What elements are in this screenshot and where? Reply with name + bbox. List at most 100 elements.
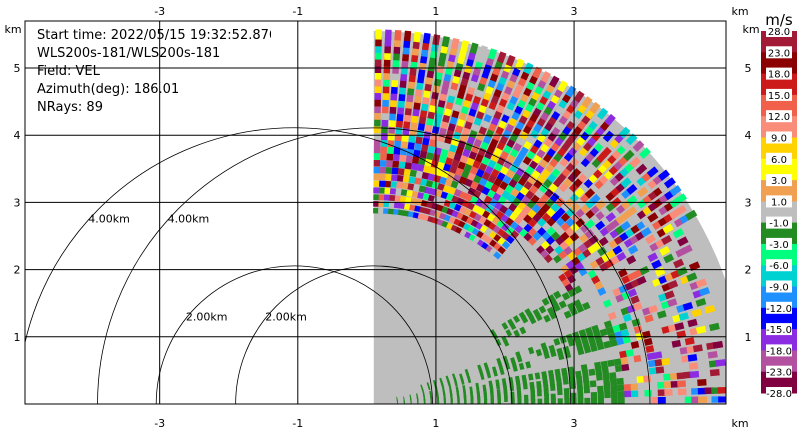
velocity-cell	[396, 174, 405, 182]
x-tick-label-bottom: -3	[154, 417, 165, 430]
velocity-cell	[583, 386, 591, 394]
velocity-cell	[374, 118, 381, 127]
grid-lines	[25, 21, 726, 404]
velocity-cell	[484, 165, 494, 175]
velocity-cell	[449, 165, 458, 174]
velocity-cell	[468, 150, 478, 160]
velocity-cell	[612, 324, 621, 333]
velocity-cell	[501, 322, 509, 330]
velocity-cell	[433, 174, 442, 183]
velocity-cell	[635, 163, 648, 175]
x-tick-label-bottom: 3	[571, 417, 578, 430]
velocity-cell	[610, 384, 618, 392]
velocity-cell	[640, 227, 652, 238]
velocity-cell	[473, 174, 482, 184]
velocity-cell	[389, 112, 397, 121]
velocity-cell	[553, 338, 561, 346]
velocity-cell	[669, 185, 682, 197]
velocity-cell	[445, 156, 454, 166]
velocity-cell	[573, 90, 585, 103]
velocity-cell	[576, 376, 583, 384]
velocity-cell	[379, 180, 386, 188]
velocity-cell	[425, 180, 434, 188]
velocity-cell	[422, 193, 431, 201]
velocity-cell	[396, 112, 404, 122]
velocity-cell	[497, 246, 506, 255]
velocity-cell	[436, 161, 445, 170]
velocity-cell	[464, 399, 467, 404]
velocity-cell	[663, 381, 673, 389]
velocity-cell	[573, 285, 583, 295]
velocity-cell	[483, 399, 488, 404]
velocity-cell	[414, 177, 422, 185]
velocity-cell	[597, 385, 604, 393]
velocity-cell	[676, 285, 688, 295]
velocity-cell	[527, 209, 537, 219]
velocity-cell	[479, 373, 485, 380]
velocity-cell	[574, 261, 585, 271]
velocity-cell	[563, 246, 573, 256]
velocity-cell	[478, 45, 488, 57]
velocity-cell	[562, 377, 569, 385]
velocity-cell	[469, 42, 479, 55]
colorbar-tick-label: -18.0	[766, 346, 792, 357]
velocity-cell	[390, 181, 398, 188]
velocity-cell	[549, 192, 560, 203]
velocity-cell	[673, 258, 685, 269]
velocity-cell	[374, 91, 382, 100]
velocity-cell	[620, 329, 630, 338]
velocity-cell	[584, 229, 595, 239]
velocity-cell	[383, 208, 390, 215]
velocity-cell	[422, 32, 431, 44]
velocity-cell	[600, 360, 608, 369]
velocity-cell	[520, 315, 529, 324]
velocity-cell	[698, 287, 711, 297]
velocity-cell	[564, 398, 570, 404]
velocity-cell	[553, 290, 562, 300]
velocity-cell	[380, 153, 387, 161]
velocity-cell	[493, 177, 503, 187]
velocity-cell	[394, 30, 402, 41]
velocity-cell	[391, 167, 399, 175]
velocity-cell	[620, 177, 632, 189]
velocity-cell	[605, 212, 616, 223]
colorbar-tick-label: -28.0	[766, 389, 792, 400]
velocity-cell	[561, 291, 571, 301]
x-tick-label-top: -3	[154, 5, 165, 18]
velocity-cell	[431, 181, 440, 190]
colorbar-unit: m/s	[765, 11, 793, 29]
velocity-cell	[605, 326, 615, 335]
velocity-cell	[575, 342, 584, 350]
velocity-cell	[597, 397, 605, 404]
velocity-cell	[611, 397, 618, 404]
velocity-cell	[519, 326, 527, 335]
velocity-cell	[645, 234, 657, 245]
velocity-cell	[490, 399, 495, 404]
y-tick-label-left: 4	[14, 129, 21, 142]
velocity-cell	[528, 373, 534, 381]
velocity-cell	[557, 352, 565, 361]
colorbar-label-bg	[766, 259, 792, 272]
y-tick-label-left: 5	[14, 62, 21, 75]
velocity-cell	[378, 187, 386, 194]
velocity-cell	[563, 310, 572, 319]
velocity-cell	[373, 146, 381, 154]
colorbar-label-bg	[766, 88, 792, 101]
velocity-cell	[394, 133, 402, 142]
velocity-cell	[435, 140, 444, 149]
velocity-cell	[373, 187, 380, 194]
velocity-cell	[544, 398, 550, 404]
colorbar-tick-label: -12.0	[766, 304, 792, 315]
velocity-cell	[410, 121, 418, 130]
velocity-cell	[414, 142, 422, 151]
velocity-cell	[440, 148, 449, 158]
velocity-cell	[596, 342, 605, 351]
velocity-cell	[602, 130, 615, 143]
y-tick-label-right: 4	[745, 129, 752, 142]
velocity-cell	[443, 163, 452, 172]
velocity-cell	[659, 245, 671, 256]
velocity-cell	[582, 340, 590, 349]
velocity-cell	[603, 340, 612, 349]
velocity-cell	[486, 371, 492, 379]
velocity-cell	[623, 383, 632, 391]
